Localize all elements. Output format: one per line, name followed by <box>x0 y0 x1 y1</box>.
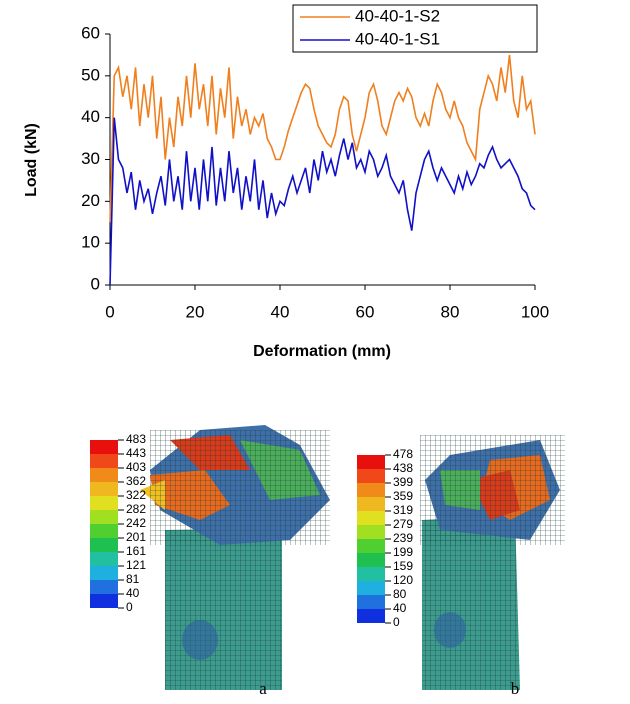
colorbar-label: 438 <box>393 461 413 475</box>
colorbar-segment <box>357 525 385 539</box>
colorbar-label: 0 <box>126 600 133 614</box>
colorbar-label: 483 <box>126 432 146 446</box>
colorbar-label: 120 <box>393 573 413 587</box>
colorbar-segment <box>357 469 385 483</box>
x-tick-label: 60 <box>356 302 375 321</box>
x-tick-label: 0 <box>105 302 114 321</box>
x-axis-title: Deformation (mm) <box>253 343 391 360</box>
colorbar-segment <box>90 594 118 608</box>
colorbar-label: 161 <box>126 544 146 558</box>
x-tick-label: 100 <box>521 302 549 321</box>
legend-box <box>292 4 538 53</box>
colorbar-label: 319 <box>393 503 413 517</box>
colorbar-segment <box>357 595 385 609</box>
fe-model-a <box>140 425 330 690</box>
colorbar-segment <box>90 552 118 566</box>
colorbar-label: 239 <box>393 531 413 545</box>
colorbar-segment <box>357 567 385 581</box>
colorbar-segment <box>90 510 118 524</box>
colorbar-label: 279 <box>393 517 413 531</box>
colorbar-segment <box>90 468 118 482</box>
colorbar-segment <box>357 581 385 595</box>
colorbar-label: 399 <box>393 475 413 489</box>
colorbar-label: 362 <box>126 474 146 488</box>
colorbar-segment <box>90 524 118 538</box>
colorbar-segment <box>90 440 118 454</box>
y-tick-label: 50 <box>81 65 100 84</box>
colorbar-segment <box>90 580 118 594</box>
legend-label: 40-40-1-S1 <box>355 29 440 48</box>
series-line <box>109 117 536 286</box>
colorbar-segment <box>90 482 118 496</box>
figure-caption: b <box>511 679 520 698</box>
y-tick-label: 0 <box>91 274 100 293</box>
colorbar-label: 443 <box>126 446 146 460</box>
y-tick-label: 60 <box>81 23 100 42</box>
colorbar-segment <box>90 538 118 552</box>
colorbar-label: 242 <box>126 516 146 530</box>
colorbar-segment <box>357 539 385 553</box>
colorbar-label: 199 <box>393 545 413 559</box>
colorbar-segment <box>357 553 385 567</box>
colorbar-label: 201 <box>126 530 146 544</box>
colorbar-segment <box>90 496 118 510</box>
colorbar-label: 322 <box>126 488 146 502</box>
y-axis-title: Load (kN) <box>23 123 40 197</box>
colorbar-label: 40 <box>126 586 140 600</box>
colorbar-segment <box>357 497 385 511</box>
colorbar-label: 80 <box>393 587 407 601</box>
colorbar-label: 81 <box>126 572 140 586</box>
y-tick-label: 40 <box>81 107 100 126</box>
colorbar-segment <box>357 511 385 525</box>
y-tick-label: 20 <box>81 191 100 210</box>
colorbar-label: 0 <box>393 615 400 629</box>
colorbar-segment <box>90 566 118 580</box>
colorbar-segment <box>357 609 385 623</box>
y-tick-label: 10 <box>81 233 100 252</box>
fe-model-b <box>420 435 565 690</box>
x-tick-label: 20 <box>186 302 205 321</box>
figure-caption: a <box>259 679 267 698</box>
y-tick-label: 30 <box>81 149 100 168</box>
colorbar-label: 40 <box>393 601 407 615</box>
colorbar-segment <box>357 455 385 469</box>
colorbar-segment <box>357 483 385 497</box>
colorbar-label: 159 <box>393 559 413 573</box>
legend-label: 40-40-1-S2 <box>355 6 440 25</box>
colorbar-segment <box>90 454 118 468</box>
x-tick-label: 40 <box>271 302 290 321</box>
x-tick-label: 80 <box>441 302 460 321</box>
colorbar-label: 282 <box>126 502 146 516</box>
colorbar-label: 403 <box>126 460 146 474</box>
colorbar-label: 359 <box>393 489 413 503</box>
colorbar-label: 121 <box>126 558 146 572</box>
colorbar-label: 478 <box>393 447 413 461</box>
series-line <box>109 54 536 223</box>
